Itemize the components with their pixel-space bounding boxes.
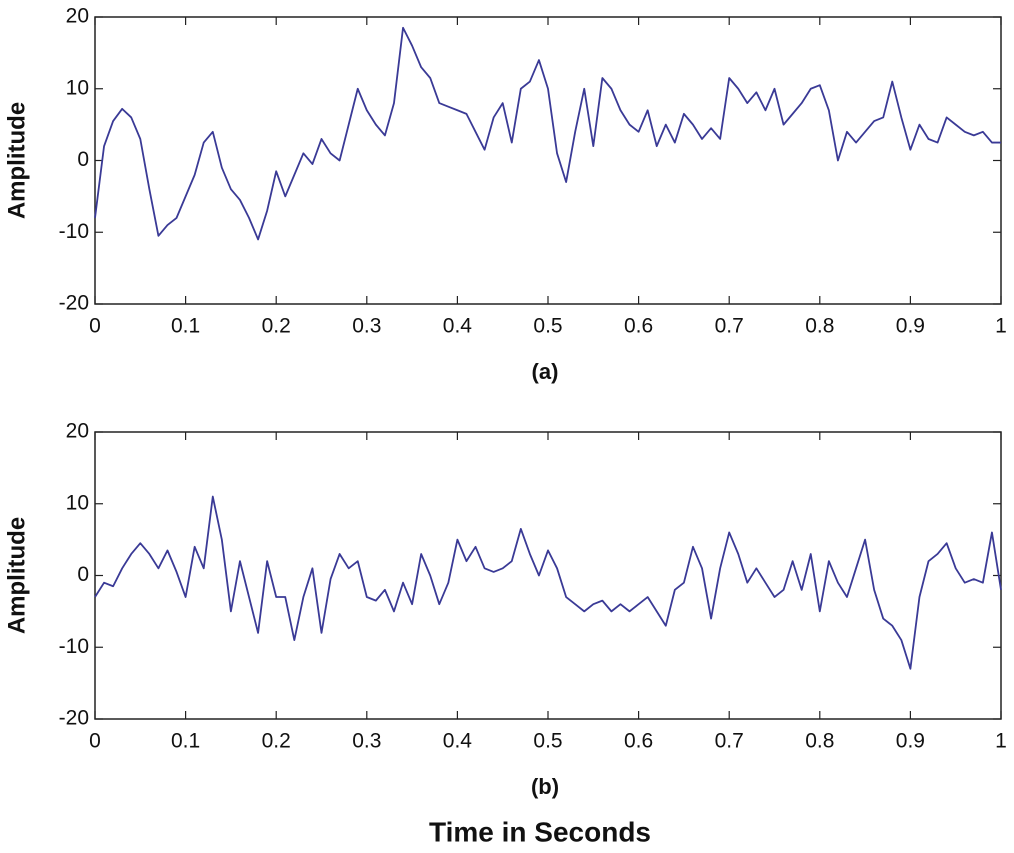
y-axis-label: Amplitude [3, 102, 30, 219]
x-tick-label: 0.6 [624, 730, 653, 753]
y-axis-label: Amplitude [3, 517, 30, 634]
x-tick-label: 0.3 [352, 730, 381, 753]
y-tick-label: 20 [66, 5, 89, 28]
panel-caption: (a) [532, 359, 559, 384]
plot-frame [94, 16, 1002, 305]
x-tick-label: 0.1 [171, 730, 200, 753]
x-tick-label: 0.5 [533, 315, 562, 338]
x-tick-label: 0.8 [805, 315, 834, 338]
x-tick-label: 0.2 [262, 730, 291, 753]
signal-line [94, 495, 1002, 670]
x-tick-label: 0 [89, 315, 101, 338]
x-tick-label: 0.8 [805, 730, 834, 753]
y-tick-label: 20 [66, 420, 89, 443]
panel-caption: (b) [531, 774, 559, 799]
x-tick-label: 0.9 [896, 315, 925, 338]
x-tick-label: 1 [995, 315, 1007, 338]
x-tick-label: 0.4 [443, 730, 473, 753]
plot-frame [94, 431, 1002, 720]
y-tick-label: -10 [59, 635, 89, 658]
x-tick-label: 0.4 [443, 315, 473, 338]
x-tick-label: 1 [995, 730, 1007, 753]
x-tick-label: 0.7 [715, 730, 744, 753]
x-tick-label: 0.7 [715, 315, 744, 338]
x-tick-label: 0 [89, 730, 101, 753]
y-tick-label: -20 [59, 292, 89, 315]
signal-line [94, 26, 1001, 241]
y-tick-label: -10 [59, 220, 89, 243]
x-tick-label: 0.5 [533, 730, 562, 753]
y-tick-label: 0 [77, 148, 89, 171]
x-tick-label: 0.3 [352, 315, 381, 338]
y-tick-label: 10 [66, 491, 89, 514]
x-axis-label: Time in Seconds [429, 816, 651, 847]
y-tick-label: -20 [59, 707, 89, 730]
x-tick-label: 0.1 [171, 315, 200, 338]
x-tick-label: 0.2 [262, 315, 291, 338]
x-tick-label: 0.6 [624, 315, 653, 338]
x-tick-label: 0.9 [896, 730, 925, 753]
y-tick-label: 0 [77, 563, 89, 586]
y-tick-label: 10 [66, 76, 89, 99]
